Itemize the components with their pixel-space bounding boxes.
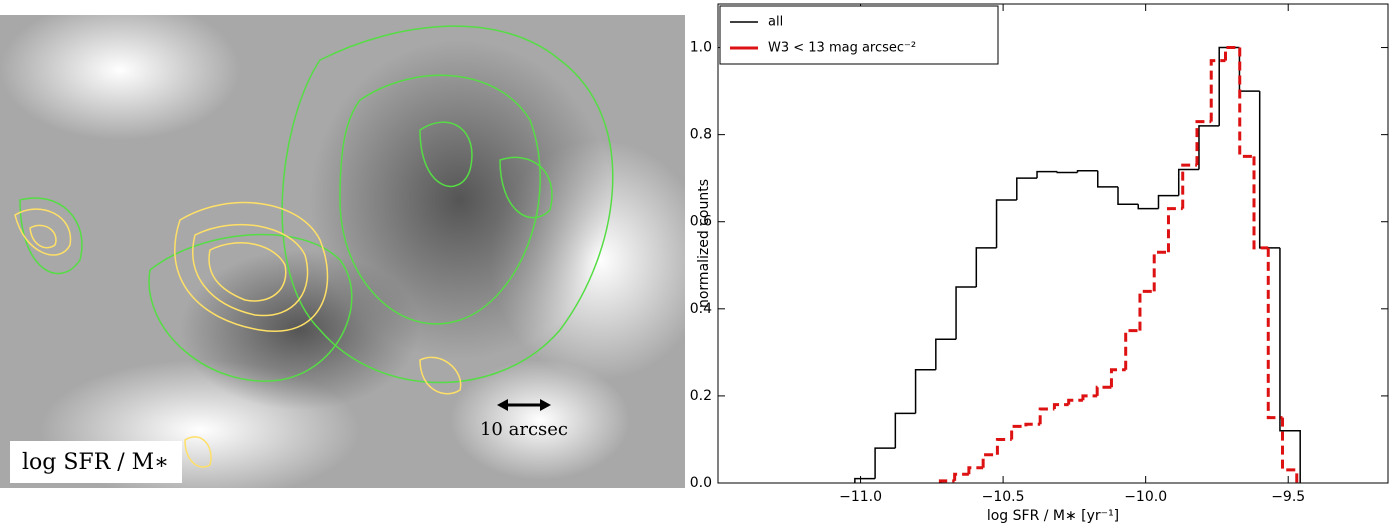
histogram-step (935, 338, 957, 370)
histogram-step (1097, 170, 1118, 188)
histogram-step (1095, 385, 1112, 396)
histogram-step (1279, 247, 1301, 483)
bright-region (0, 0, 240, 140)
histogram-step (967, 466, 984, 475)
legend-label: all (768, 15, 783, 30)
histogram-step (1266, 247, 1283, 420)
histogram-step (1252, 156, 1269, 250)
histogram-step (1152, 250, 1169, 292)
histogram-step (1223, 46, 1240, 61)
x-tick-label: −11.0 (839, 489, 882, 505)
histogram-step (975, 247, 997, 288)
histogram-step (914, 369, 936, 414)
green-contours (19, 25, 614, 384)
histogram-step (1181, 163, 1197, 209)
histogram-step (1024, 422, 1041, 427)
histogram-step (995, 437, 1012, 455)
x-tick-label: −9.5 (1271, 489, 1305, 505)
histogram-step (1198, 125, 1220, 170)
histogram-step (1177, 168, 1199, 196)
x-tick-label: −10.0 (1124, 489, 1167, 505)
histogram-step (938, 479, 955, 483)
histogram-step (953, 472, 969, 481)
histogram-step (1067, 398, 1083, 405)
histogram-step (1138, 289, 1155, 331)
histogram-step (1081, 394, 1098, 401)
histogram-step (1038, 407, 1055, 425)
scale-arrow (497, 399, 551, 411)
histogram-step (894, 412, 916, 449)
y-tick-label: 0.0 (690, 475, 712, 491)
legend-label: W3 < 13 mag arcsec⁻² (768, 41, 916, 56)
histogram-step (1238, 47, 1260, 92)
y-tick-label: 0.2 (690, 388, 712, 404)
bright-region (450, 360, 630, 480)
histogram-step (1010, 424, 1026, 440)
y-tick-label: 1.0 (690, 40, 712, 56)
histogram-step (955, 286, 977, 340)
scale-label: 10 arcsec (480, 419, 568, 440)
histogram-step (1117, 186, 1139, 206)
histogram-step (1137, 204, 1159, 210)
image-panel: log SFR / M∗ 10 arcsec (0, 0, 710, 500)
x-axis-label: log SFR / M∗ [yr⁻¹] (987, 508, 1119, 524)
label-box (10, 441, 182, 483)
dark-region (180, 250, 420, 410)
histogram-step (1036, 170, 1058, 179)
histogram-step (1209, 59, 1226, 122)
plot-frame (717, 3, 1389, 484)
y-tick-label: 0.4 (690, 301, 712, 317)
histogram-step (1258, 91, 1280, 249)
histogram-step (874, 447, 896, 479)
histogram-step (1124, 329, 1140, 370)
histogram-step (1109, 368, 1126, 388)
histogram-step (1076, 170, 1098, 173)
histogram-step (1157, 194, 1179, 209)
y-tick-label: 0.6 (690, 214, 712, 230)
histogram-step (1166, 207, 1183, 253)
histogram-step (1052, 403, 1069, 409)
histogram-step (1016, 177, 1038, 200)
histogram-step (1056, 171, 1078, 174)
histogram-step (995, 199, 1017, 248)
panel-label: log SFR / M∗ (22, 450, 169, 475)
y-tick-label: 0.8 (690, 127, 712, 143)
histogram-step (981, 453, 998, 468)
legend-box (719, 5, 999, 65)
y-axis-label: normalized counts (696, 179, 712, 308)
yellow-contours (14, 201, 462, 468)
histogram-step (1195, 120, 1212, 166)
histogram-step (854, 477, 876, 483)
histogram-step (1238, 47, 1254, 158)
histogram-step (1281, 417, 1299, 483)
x-tick-label: −10.5 (982, 489, 1025, 505)
